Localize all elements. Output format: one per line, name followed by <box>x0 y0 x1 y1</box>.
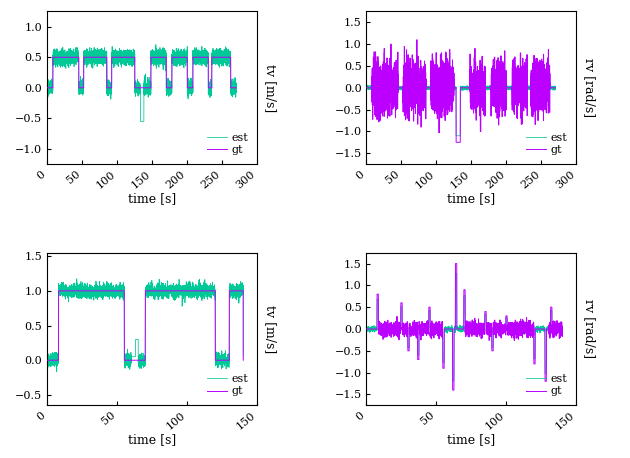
Line: est: est <box>367 273 563 381</box>
gt <box>452 261 459 266</box>
est <box>53 369 60 374</box>
Line: gt: gt <box>47 57 236 88</box>
gt <box>447 326 454 332</box>
est <box>232 84 240 89</box>
Line: est: est <box>367 85 556 136</box>
est <box>445 327 452 333</box>
gt <box>434 89 442 95</box>
gt <box>553 322 560 327</box>
Line: gt: gt <box>367 263 563 390</box>
gt <box>89 55 97 60</box>
gt <box>543 326 551 332</box>
Legend: est, gt: est, gt <box>204 371 252 400</box>
gt <box>363 326 370 332</box>
est <box>408 85 415 91</box>
gt <box>115 55 122 60</box>
est <box>137 353 144 359</box>
est <box>127 354 135 360</box>
est <box>553 327 560 332</box>
est <box>434 85 442 90</box>
X-axis label: time [s]: time [s] <box>447 192 496 205</box>
est <box>224 363 231 368</box>
Legend: est, gt: est, gt <box>204 130 252 158</box>
Y-axis label: rv [rad/s]: rv [rad/s] <box>583 300 596 359</box>
gt <box>445 326 452 332</box>
X-axis label: time [s]: time [s] <box>128 192 176 205</box>
est <box>234 282 241 288</box>
gt <box>137 358 144 363</box>
gt <box>406 90 414 95</box>
est <box>452 133 460 138</box>
gt <box>43 358 51 363</box>
est <box>231 81 239 86</box>
est <box>536 82 543 87</box>
est <box>363 326 370 332</box>
gt <box>447 78 455 83</box>
gt <box>559 326 566 332</box>
est <box>559 326 566 331</box>
gt <box>88 55 96 60</box>
est <box>152 42 159 48</box>
gt <box>128 55 135 60</box>
gt <box>449 387 456 393</box>
est <box>43 79 51 84</box>
gt <box>239 358 247 363</box>
gt <box>413 37 420 43</box>
Line: gt: gt <box>47 291 243 360</box>
X-axis label: time [s]: time [s] <box>128 433 176 446</box>
Legend: est, gt: est, gt <box>523 130 571 158</box>
gt <box>224 358 231 363</box>
est <box>505 326 513 332</box>
est <box>552 85 559 90</box>
est <box>73 276 81 282</box>
gt <box>234 288 241 294</box>
est <box>115 57 122 62</box>
est <box>128 56 135 61</box>
gt <box>186 288 193 294</box>
gt <box>550 85 558 91</box>
est <box>449 378 456 384</box>
X-axis label: time [s]: time [s] <box>447 433 496 446</box>
est <box>447 86 455 92</box>
gt <box>363 85 370 91</box>
gt <box>452 140 460 145</box>
est <box>452 271 459 276</box>
gt <box>88 55 95 60</box>
est <box>88 52 96 58</box>
est <box>89 58 97 64</box>
gt <box>456 326 464 332</box>
est <box>239 352 247 358</box>
Legend: est, gt: est, gt <box>523 371 571 400</box>
est <box>408 85 416 90</box>
Line: est: est <box>47 279 243 371</box>
Y-axis label: tv [m/s]: tv [m/s] <box>264 64 277 112</box>
gt <box>127 358 135 363</box>
est <box>126 359 134 365</box>
est <box>456 326 464 332</box>
gt <box>408 83 415 88</box>
est <box>363 83 370 89</box>
gt <box>55 288 62 294</box>
gt <box>232 85 240 91</box>
est <box>186 291 193 296</box>
Line: est: est <box>47 45 236 121</box>
est <box>88 51 95 56</box>
est <box>43 357 51 363</box>
Y-axis label: rv [rad/s]: rv [rad/s] <box>583 58 596 117</box>
est <box>406 86 414 92</box>
est <box>550 87 558 92</box>
gt <box>408 89 416 95</box>
gt <box>552 85 559 91</box>
gt <box>43 85 51 91</box>
Line: gt: gt <box>367 40 556 142</box>
gt <box>231 85 239 91</box>
est <box>137 119 144 124</box>
Y-axis label: tv [m/s]: tv [m/s] <box>264 305 277 353</box>
gt <box>126 358 134 363</box>
gt <box>505 332 513 337</box>
est <box>447 329 454 334</box>
gt <box>49 55 57 60</box>
est <box>543 326 551 331</box>
